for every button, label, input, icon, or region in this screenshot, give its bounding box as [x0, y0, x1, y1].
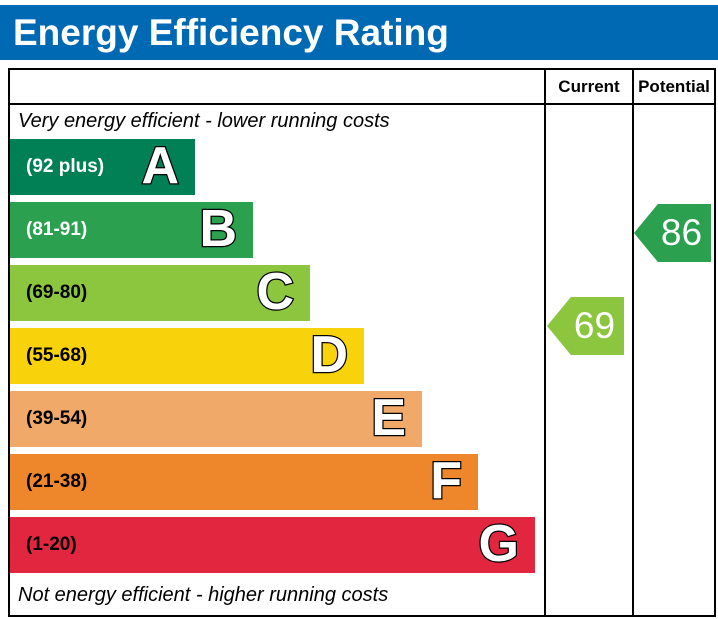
band-letter: A — [140, 137, 180, 195]
band-row-g: (1-20) G — [10, 515, 535, 573]
band-letter: E — [370, 389, 407, 447]
band-range-label: (69-80) — [26, 282, 88, 303]
current-column-divider — [544, 70, 546, 615]
band-letter: B — [198, 200, 238, 258]
band-range-label: (55-68) — [26, 345, 88, 366]
band-letter: G — [477, 515, 520, 573]
band-range-label: (92 plus) — [26, 156, 105, 177]
bottom-note: Not energy efficient - higher running co… — [18, 584, 389, 606]
potential-column-divider — [632, 70, 634, 615]
band-row-e: (39-54) E — [10, 389, 422, 447]
current-column-header: Current — [558, 77, 620, 96]
band-row-b: (81-91) B — [10, 200, 253, 258]
potential-rating-value: 86 — [660, 212, 703, 253]
band-letter: D — [309, 326, 349, 384]
band-row-c: (69-80) C — [10, 263, 310, 321]
band-letter: F — [429, 452, 463, 510]
page-title: Energy Efficiency Rating — [13, 11, 449, 53]
band-range-label: (1-20) — [26, 534, 77, 555]
band-row-f: (21-38) F — [10, 452, 478, 510]
header-divider-line — [10, 103, 714, 105]
band-range-label: (21-38) — [26, 471, 88, 492]
band-letter: C — [255, 263, 295, 321]
band-row-d: (55-68) D — [10, 326, 364, 384]
band-row-a: (92 plus) A — [10, 137, 195, 195]
band-range-label: (81-91) — [26, 219, 88, 240]
potential-column-header: Potential — [638, 77, 710, 96]
title-bar: Energy Efficiency Rating — [0, 5, 718, 60]
current-rating-value: 69 — [573, 305, 616, 346]
top-note: Very energy efficient - lower running co… — [18, 110, 390, 132]
band-range-label: (39-54) — [26, 408, 88, 429]
